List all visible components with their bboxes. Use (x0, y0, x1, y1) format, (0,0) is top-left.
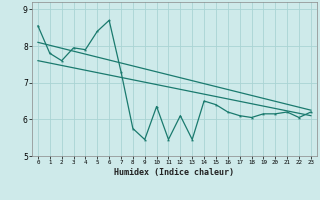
X-axis label: Humidex (Indice chaleur): Humidex (Indice chaleur) (115, 168, 234, 177)
